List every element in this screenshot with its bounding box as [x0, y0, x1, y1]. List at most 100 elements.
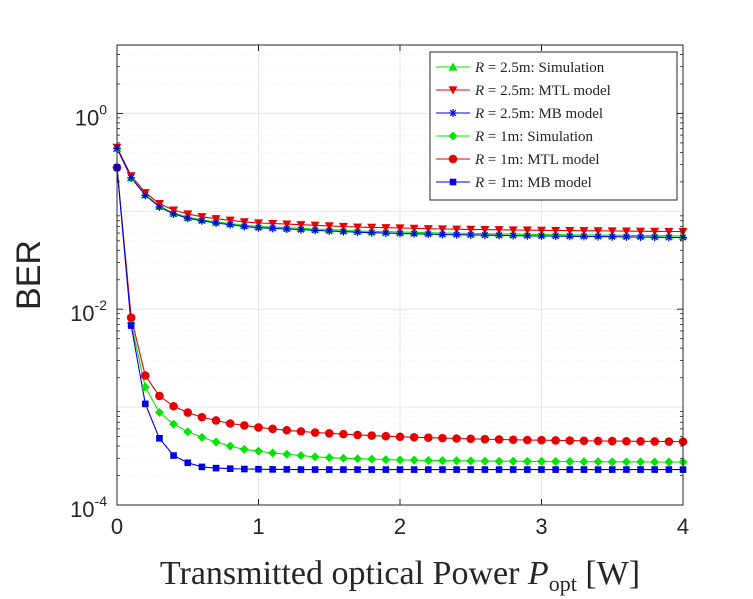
star-stroke — [552, 232, 559, 240]
data-point-triangle-down — [239, 218, 249, 227]
legend-label-text: = 1m: MTL model — [484, 152, 599, 168]
data-point-square — [665, 466, 673, 473]
data-point-square — [354, 466, 361, 473]
data-point-triangle-down — [508, 226, 518, 235]
data-point-triangle-down — [296, 221, 306, 230]
y-tick-label: 100 — [75, 101, 107, 130]
data-point-star — [353, 228, 362, 237]
data-point-star — [622, 232, 631, 241]
data-point-triangle-down — [268, 219, 278, 229]
data-point-triangle-down — [537, 226, 546, 235]
star-stroke — [241, 223, 248, 230]
legend: R = 2.5m: Simulation R = 2.5m: MTL model R… — [429, 51, 678, 201]
data-point-triangle-down — [664, 227, 674, 237]
series-markers-5 — [112, 163, 688, 446]
data-point-star — [650, 233, 659, 242]
data-point-square — [453, 466, 460, 473]
data-point-circle — [183, 408, 193, 417]
star-stroke — [340, 228, 347, 235]
x-tick-label: 0 — [111, 514, 123, 539]
data-point-triangle-down — [636, 227, 646, 236]
y-tick-label-base: 10 — [70, 497, 94, 522]
data-point-square — [269, 466, 276, 473]
legend-label-var: R — [474, 129, 484, 145]
data-point-square — [325, 466, 333, 473]
y-tick-label: 10-4 — [70, 493, 107, 522]
data-point-circle — [438, 433, 447, 443]
star-stroke — [538, 232, 545, 240]
star-stroke — [580, 233, 588, 240]
star-stroke — [495, 232, 503, 239]
data-point-triangle-down — [324, 222, 334, 231]
data-point-diamond — [268, 448, 278, 458]
data-point-diamond — [423, 455, 433, 465]
data-point-star — [594, 232, 603, 241]
y-tick-label-exponent: -2 — [95, 297, 108, 313]
data-point-star — [452, 230, 461, 239]
data-point-diamond — [239, 444, 249, 454]
legend-entry-6: R = 1m: MB model — [436, 175, 592, 191]
data-point-diamond — [367, 454, 377, 464]
data-point-star — [551, 232, 560, 241]
series-markers-3 — [113, 144, 687, 242]
data-point-circle — [607, 436, 617, 446]
legend-label-var: R — [474, 106, 484, 122]
data-point-circle — [353, 430, 362, 440]
star-stroke — [142, 192, 149, 199]
data-point-circle — [296, 427, 306, 436]
star-stroke — [283, 225, 291, 233]
data-point-diamond — [621, 457, 631, 467]
data-point-square — [481, 466, 489, 473]
data-point-circle — [508, 435, 518, 445]
data-point-square — [509, 466, 517, 473]
data-point-circle — [211, 416, 221, 425]
star-stroke — [184, 215, 191, 222]
data-point-circle — [466, 434, 476, 444]
data-point-circle — [225, 419, 235, 428]
data-point-star — [339, 227, 348, 236]
data-point-triangle-down — [409, 224, 419, 233]
data-point-square — [311, 466, 319, 473]
data-point-triangle-down — [650, 227, 660, 236]
data-point-triangle-down — [480, 225, 490, 235]
star-stroke — [198, 217, 206, 225]
series-markers-4 — [112, 163, 688, 467]
x-tick-label: 4 — [677, 514, 689, 539]
data-point-circle — [240, 421, 249, 430]
star-stroke — [255, 224, 262, 231]
data-point-circle — [636, 437, 645, 446]
data-point-diamond — [310, 452, 320, 462]
data-point-circle — [310, 428, 320, 437]
data-point-diamond — [537, 456, 546, 466]
data-point-circle — [537, 435, 546, 445]
data-point-triangle-down — [367, 223, 377, 232]
data-point-diamond — [508, 456, 518, 466]
data-point-circle — [424, 433, 433, 442]
star-stroke — [651, 233, 658, 241]
data-point-square — [283, 466, 291, 473]
data-point-circle — [381, 431, 391, 441]
legend-label-var: R — [474, 60, 484, 76]
legend-label: R = 2.5m: MTL model — [474, 83, 611, 99]
data-point-star — [381, 229, 390, 238]
x-tick-label: 2 — [394, 514, 406, 539]
data-point-triangle-down — [494, 226, 504, 235]
data-point-square — [297, 466, 305, 473]
data-point-circle — [565, 436, 575, 445]
legend-entry-1: R = 2.5m: Simulation — [436, 60, 605, 76]
data-point-triangle-down — [381, 224, 391, 233]
data-point-square — [524, 466, 531, 473]
data-point-circle — [367, 431, 377, 440]
data-point-square — [184, 459, 192, 467]
star-stroke — [127, 174, 135, 182]
data-point-diamond — [197, 432, 207, 442]
data-point-star — [466, 230, 475, 239]
data-point-diamond — [296, 451, 306, 461]
star-stroke — [566, 233, 574, 240]
data-point-triangle-down — [338, 222, 348, 231]
data-point-square — [467, 466, 475, 473]
data-point-diamond — [282, 449, 292, 459]
data-point-triangle-down — [452, 225, 462, 234]
data-point-square — [255, 465, 262, 473]
data-point-square — [566, 466, 574, 473]
